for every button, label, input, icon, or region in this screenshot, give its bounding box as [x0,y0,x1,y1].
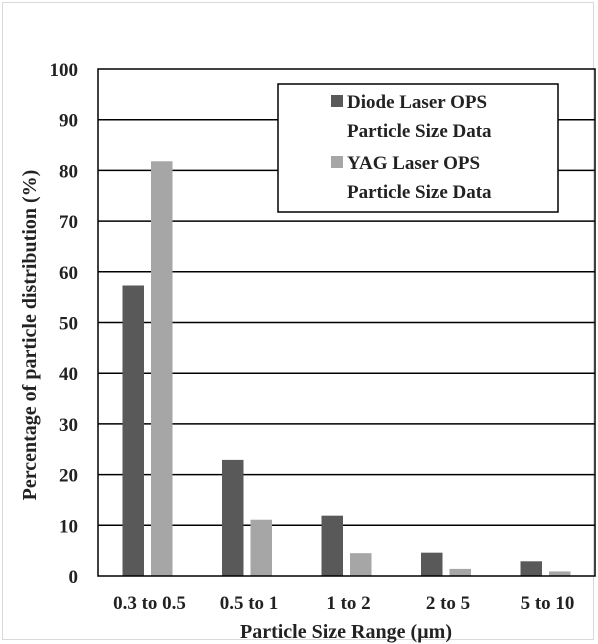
bar-diode-4 [421,552,443,576]
legend-swatch-diode [331,95,343,107]
y-tick-label: 50 [59,314,78,335]
bar-yag-2 [250,519,272,576]
bar-diode-2 [222,459,244,576]
y-tick-labels: 0 10 20 30 40 50 60 70 80 90 100 [50,60,79,588]
y-tick-label: 80 [59,161,78,182]
x-tick-label: 5 to 10 [521,593,575,614]
bar-diode-3 [321,515,343,576]
y-tick-label: 10 [59,516,78,537]
y-tick-label: 70 [59,212,78,233]
bar-yag-5 [549,571,571,576]
x-tick-labels: 0.3 to 0.5 0.5 to 1 1 to 2 2 to 5 5 to 10 [113,593,574,614]
y-tick-label: 100 [50,60,79,81]
legend-swatch-yag [331,156,343,168]
y-axis-title: Percentage of particle distribution (%) [19,170,41,501]
x-tick-label: 2 to 5 [426,593,470,614]
bar-diode-5 [520,561,542,576]
legend: Diode Laser OPS Particle Size Data YAG L… [277,83,559,213]
y-tick-label: 60 [59,263,78,284]
x-tick-label: 0.3 to 0.5 [113,593,186,614]
y-tick-label: 0 [69,567,79,588]
x-tick-label: 0.5 to 1 [220,593,279,614]
x-tick-label: 1 to 2 [326,593,370,614]
bar-yag-3 [350,553,372,576]
x-axis-title: Particle Size Range (µm) [240,621,452,643]
legend-label-yag-line2: Particle Size Data [347,182,492,203]
y-tick-label: 90 [59,111,78,132]
bar-yag-1 [151,161,173,577]
legend-label-diode-line2: Particle Size Data [347,121,492,142]
legend-label-yag-line1: YAG Laser OPS [347,153,480,174]
y-tick-label: 40 [59,364,78,385]
y-tick-label: 30 [59,415,78,436]
bar-yag-4 [449,568,471,576]
plot-area-border [97,68,596,577]
legend-label-diode-line1: Diode Laser OPS [347,92,487,113]
y-tick-label: 20 [59,466,78,487]
bars [122,161,571,577]
legend-box [277,83,559,213]
bar-diode-1 [122,285,144,576]
